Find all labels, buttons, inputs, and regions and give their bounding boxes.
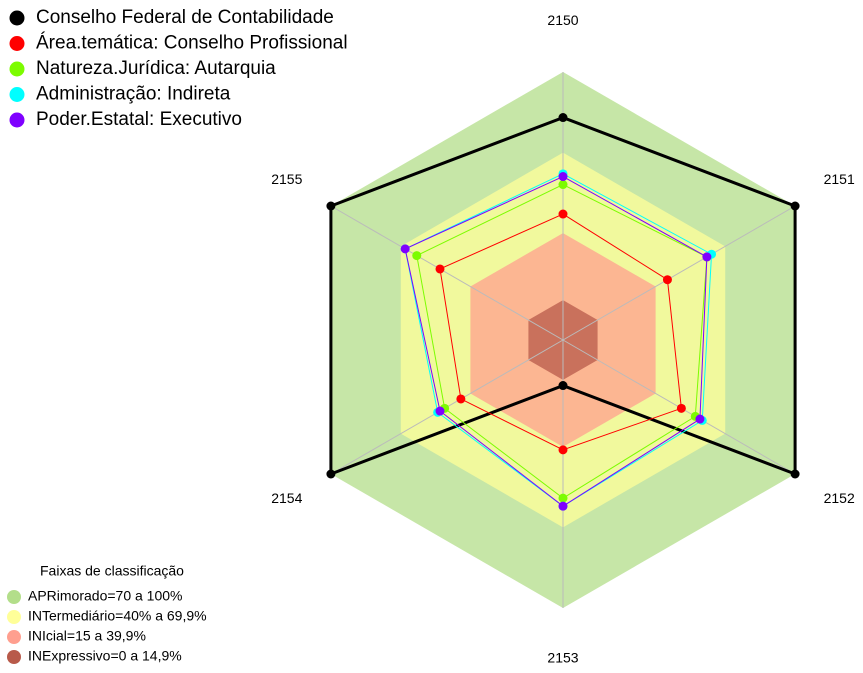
band-legend-label: APRimorado=70 a 100% bbox=[28, 588, 183, 604]
point bbox=[558, 209, 568, 219]
category-label: 2153 bbox=[547, 650, 578, 666]
band-legend-swatch bbox=[7, 590, 21, 604]
point bbox=[558, 501, 568, 511]
point bbox=[435, 264, 445, 274]
point bbox=[558, 493, 568, 503]
legend-label: Administração: Indireta bbox=[36, 84, 231, 105]
category-label: 2152 bbox=[824, 490, 855, 506]
category-label: 2150 bbox=[547, 12, 578, 28]
bands-title: Faixas de classificação bbox=[40, 563, 184, 579]
legend-swatch bbox=[9, 112, 25, 128]
legend-swatch bbox=[9, 61, 25, 77]
band-legend-swatch bbox=[7, 650, 21, 664]
legend-swatch bbox=[9, 36, 25, 51]
point bbox=[695, 414, 705, 424]
point bbox=[676, 403, 686, 413]
point bbox=[326, 201, 336, 211]
legend-swatch bbox=[9, 87, 25, 102]
point bbox=[412, 251, 422, 261]
legend-label: Área.temática: Conselho Profissional bbox=[36, 33, 348, 54]
point bbox=[400, 244, 410, 254]
band-legend-swatch bbox=[7, 610, 21, 624]
spoke bbox=[330, 205, 564, 341]
point bbox=[790, 201, 800, 211]
point bbox=[558, 445, 568, 455]
band-legend-label: INIcial=15 a 39,9% bbox=[28, 628, 146, 644]
legend-label: Conselho Federal de Contabilidade bbox=[36, 7, 334, 28]
legend-label: Natureza.Jurídica: Autarquia bbox=[36, 58, 276, 79]
point bbox=[435, 406, 445, 416]
point bbox=[790, 469, 800, 479]
point bbox=[558, 381, 568, 391]
legend-swatch bbox=[9, 10, 25, 26]
point bbox=[558, 180, 568, 190]
point bbox=[456, 394, 466, 404]
legend-label: Poder.Estatal: Executivo bbox=[36, 109, 242, 130]
spoke bbox=[562, 205, 796, 341]
band-legend-swatch bbox=[7, 630, 21, 644]
point bbox=[702, 252, 712, 262]
point bbox=[662, 275, 672, 285]
point bbox=[558, 172, 568, 182]
band-legend-label: INTermediário=40% a 69,9% bbox=[28, 608, 207, 624]
point bbox=[326, 469, 336, 479]
category-label: 2155 bbox=[271, 171, 302, 187]
point bbox=[558, 113, 568, 123]
band-legend-label: INExpressivo=0 a 14,9% bbox=[28, 648, 182, 664]
category-label: 2154 bbox=[271, 490, 302, 506]
category-label: 2151 bbox=[824, 171, 855, 187]
